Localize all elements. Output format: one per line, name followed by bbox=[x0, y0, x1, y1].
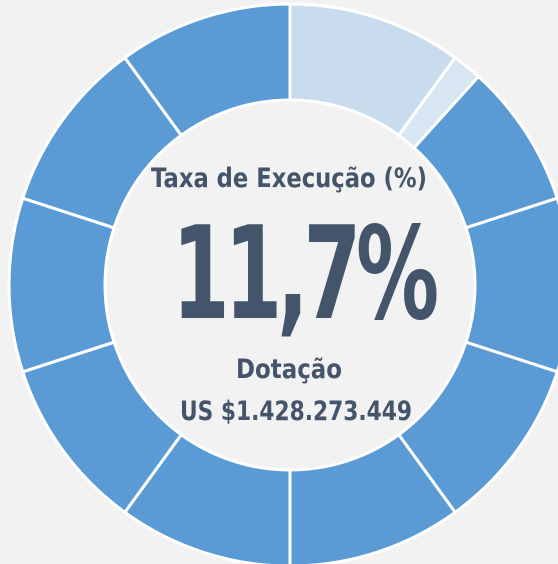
gauge-center bbox=[103, 98, 477, 472]
gauge-subtitle: Dotação bbox=[236, 354, 342, 385]
gauge-value: 11,7% bbox=[172, 200, 437, 349]
gauge-title: Taxa de Execução (%) bbox=[151, 163, 427, 194]
gauge-subtitle-value: US $1.428.273.449 bbox=[180, 396, 412, 427]
